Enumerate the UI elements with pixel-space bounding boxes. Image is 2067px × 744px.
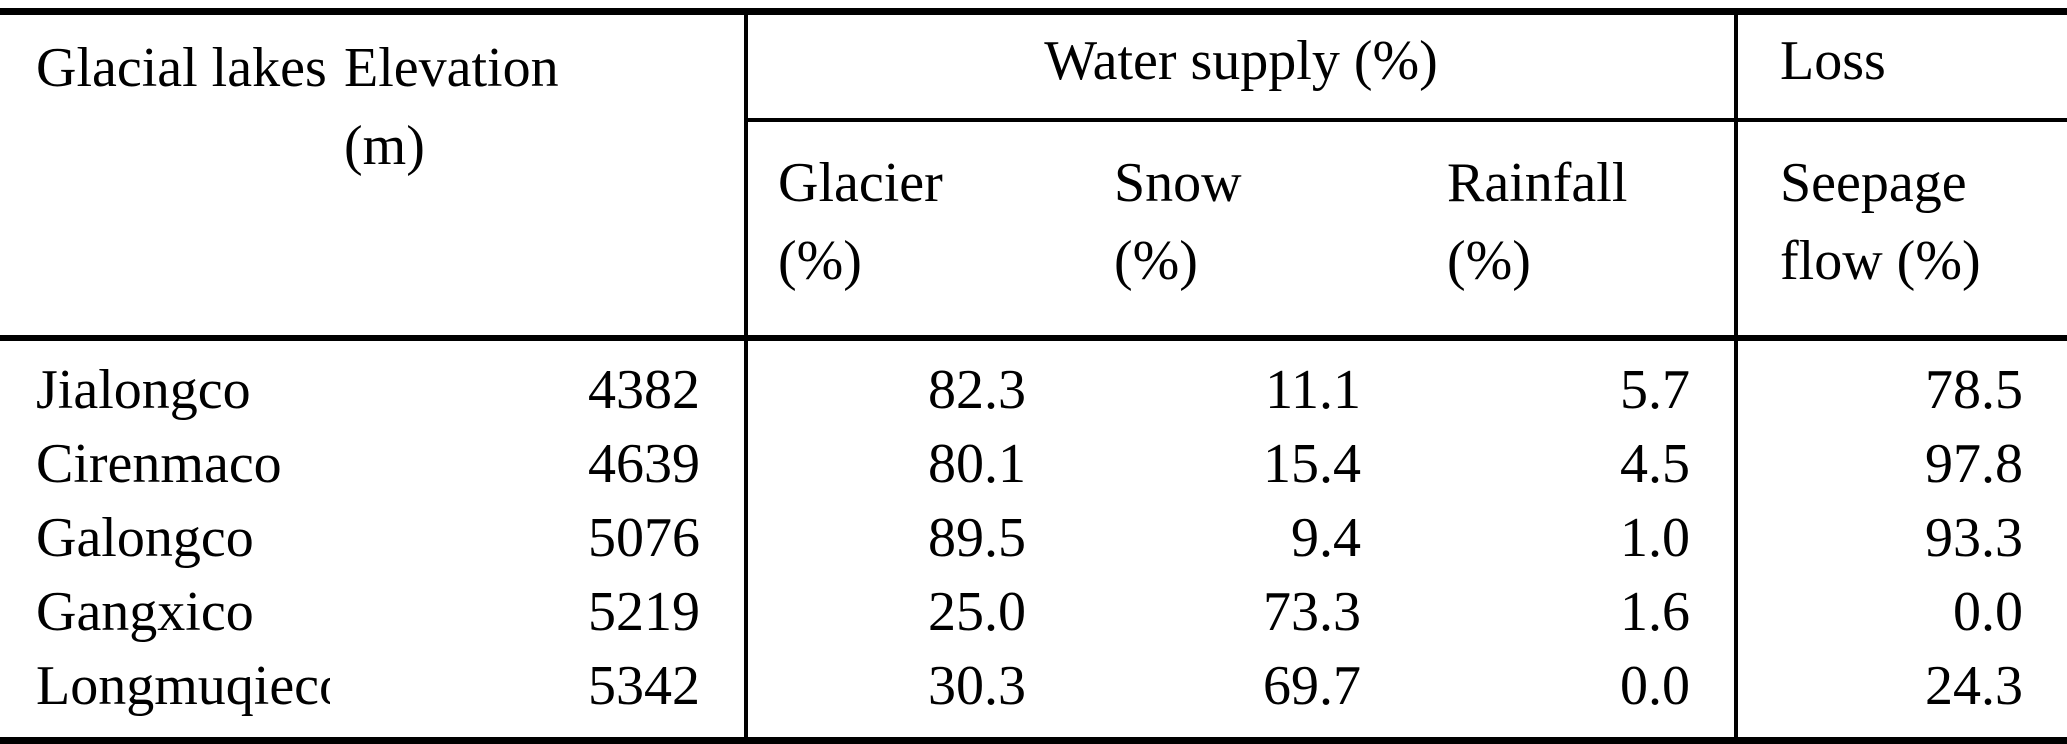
subheader-snow: Snow (%): [1070, 120, 1405, 338]
cell-rainfall-pct: 1.0: [1620, 507, 1691, 569]
cell-lake-name: Galongco: [36, 507, 254, 569]
subheader-seepage-flow: Seepage flow (%): [1734, 120, 2067, 338]
subheader-glacier-line-1: Glacier: [778, 152, 943, 214]
page: { "table": { "headers": { "glacial_lakes…: [0, 8, 2067, 744]
cell-rainfall-pct: 1.6: [1620, 581, 1691, 643]
header-water-supply-group: Water supply (%): [743, 11, 1737, 122]
cell-snow-pct: 69.7: [1263, 655, 1361, 717]
cell-seepage-pct: 0.0: [1734, 575, 2067, 649]
subheader-rainfall-line-1: Rainfall: [1447, 152, 1628, 214]
header-loss-group: Loss: [1734, 11, 2067, 122]
glacial-lakes-water-supply-table: Glacial lakes Elevation (m) Water supply…: [0, 8, 2067, 744]
cell-elevation: 4639: [588, 433, 700, 495]
cell-snow-pct: 11.1: [1070, 335, 1405, 427]
table-row-galongco: Galongco 5076 89.5 9.4 1.0 93.3: [0, 501, 2067, 575]
cell-elevation: 5219: [588, 581, 700, 643]
cell-snow-pct: 15.4: [1263, 433, 1361, 495]
subheader-rainfall: Rainfall (%): [1405, 120, 1736, 338]
cell-rainfall-pct: 5.7: [1405, 335, 1737, 427]
cell-glacier-pct: 30.3: [744, 649, 1070, 741]
header-elevation-line-2: (m): [344, 115, 425, 177]
cell-snow-pct: 73.3: [1263, 581, 1361, 643]
subheader-snow-line-2: (%): [1114, 230, 1198, 292]
cell-glacier-pct: 82.3: [744, 335, 1070, 427]
subheader-seepage-line-2: flow (%): [1780, 230, 1981, 292]
subheader-rainfall-line-2: (%): [1447, 230, 1531, 292]
subheader-snow-line-1: Snow: [1114, 152, 1242, 214]
cell-elevation: 5342: [588, 655, 700, 717]
cell-seepage-pct: 97.8: [1734, 427, 2067, 501]
cell-elevation: 5076: [588, 507, 700, 569]
cell-lake-name: Cirenmaco: [36, 433, 282, 495]
table-row-cirenmaco: Cirenmaco 4639 80.1 15.4 4.5 97.8: [0, 427, 2067, 501]
cell-seepage-pct: 93.3: [1734, 501, 2067, 575]
cell-lake-name: Gangxico: [36, 581, 254, 643]
cell-glacier-pct: 80.1: [744, 427, 1070, 501]
cell-glacier-pct: 89.5: [744, 501, 1070, 575]
subheader-glacier: Glacier (%): [744, 120, 1070, 338]
cell-seepage-pct: 78.5: [1734, 335, 2067, 427]
header-row-subcolumns: Glacier (%) Snow (%) Rainfall (%) Seepag…: [0, 120, 2067, 338]
header-row-groups: Glacial lakes Elevation (m) Water supply…: [0, 11, 2067, 177]
cell-seepage-pct: 24.3: [1734, 649, 2067, 741]
cell-glacier-pct: 25.0: [744, 575, 1070, 649]
cell-lake-name: Longmuqieco: [36, 655, 330, 717]
subheader-seepage-line-1: Seepage: [1780, 152, 1967, 214]
cell-elevation: 4382: [330, 335, 746, 427]
header-elevation: Elevation (m): [330, 12, 746, 339]
cell-rainfall-pct: 0.0: [1620, 655, 1691, 717]
table-row-gangxico: Gangxico 5219 25.0 73.3 1.6 0.0: [0, 575, 2067, 649]
header-glacial-lakes: Glacial lakes: [36, 37, 327, 99]
table-row-jialongco: Jialongco 4382 82.3 11.1 5.7 78.5: [0, 335, 2067, 427]
subheader-glacier-line-2: (%): [778, 230, 862, 292]
cell-rainfall-pct: 4.5: [1620, 433, 1691, 495]
header-elevation-line-1: Elevation: [344, 37, 559, 99]
table-row-longmuqieco: Longmuqieco 5342 30.3 69.7 0.0 24.3: [0, 649, 2067, 741]
cell-snow-pct: 9.4: [1291, 507, 1361, 569]
cell-lake-name: Jialongco: [0, 335, 330, 427]
